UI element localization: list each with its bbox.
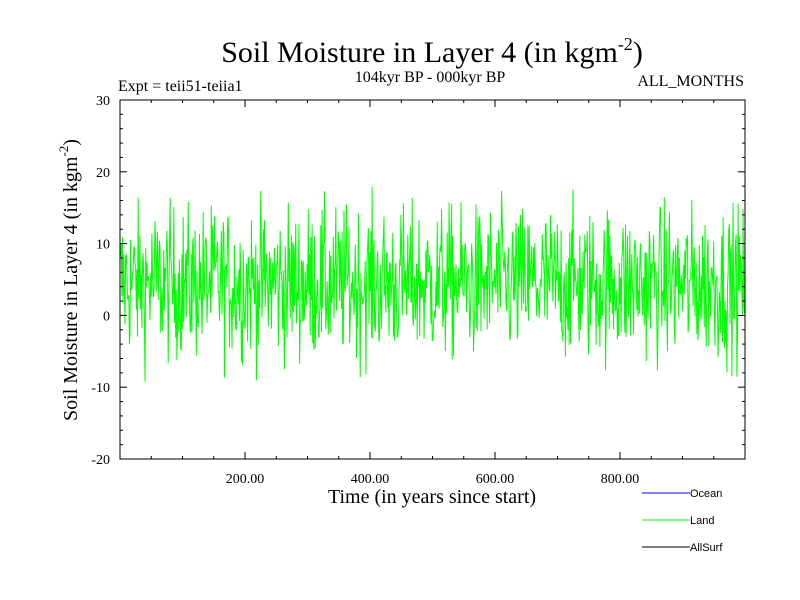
series-group <box>119 186 746 382</box>
legend-label-ocean: Ocean <box>690 488 722 500</box>
y-tick-label: 20 <box>96 166 110 181</box>
x-tick-label: 800.00 <box>601 472 640 487</box>
x-tick-label: 200.00 <box>226 472 265 487</box>
ticks-group: -20 -10 0 10 20 30 200.00 400.00 600.00 800.00 <box>91 94 745 487</box>
y-tick-label: -10 <box>91 381 110 396</box>
y-axis-label: Soil Moisture in Layer 4 (in kgm-2) <box>56 139 82 421</box>
chart-title: Soil Moisture in Layer 4 (in kgm-2) <box>221 34 643 69</box>
months-label: ALL_MONTHS <box>637 73 744 90</box>
y-tick-label: 10 <box>96 238 110 253</box>
series-line-land <box>119 186 746 382</box>
legend: Ocean Land AllSurf <box>642 488 723 554</box>
y-tick-label: 30 <box>96 94 110 109</box>
expt-label: Expt = teii51-teiia1 <box>118 78 243 95</box>
legend-label-allsurf: AllSurf <box>690 542 723 554</box>
x-tick-label: 400.00 <box>351 472 390 487</box>
y-tick-label: -20 <box>91 453 110 468</box>
x-axis-label: Time (in years since start) <box>328 486 536 508</box>
x-tick-label: 600.00 <box>476 472 515 487</box>
legend-label-land: Land <box>690 515 714 527</box>
y-tick-label: 0 <box>103 309 110 324</box>
chart-subtitle: 104kyr BP - 000kyr BP <box>355 69 506 86</box>
